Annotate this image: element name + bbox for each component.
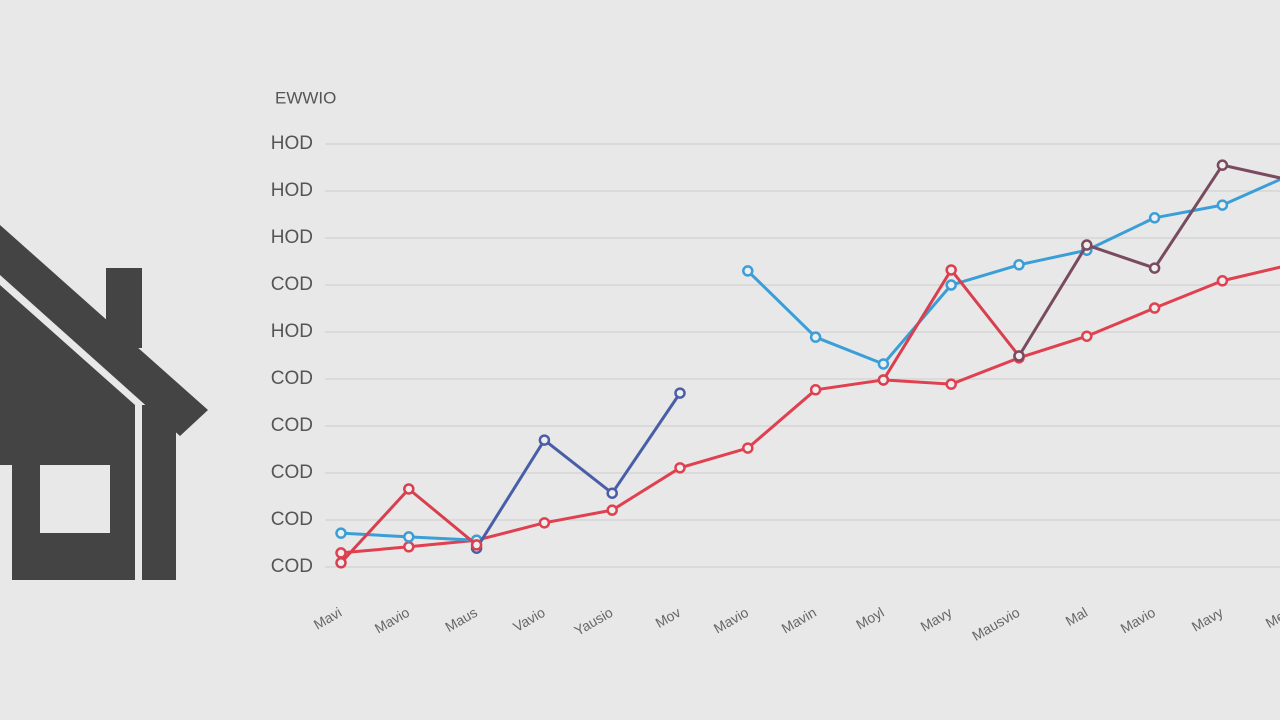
chart-title: EWWIO — [275, 88, 336, 107]
x-tick-label: Yausio — [571, 604, 615, 639]
x-tick-label: Mavin — [779, 604, 819, 637]
data-point — [403, 483, 415, 495]
y-tick-label: HOD — [271, 133, 313, 154]
data-point — [809, 384, 822, 396]
data-point — [1216, 275, 1229, 287]
x-tick-label: Mavi — [311, 604, 345, 633]
x-tick-label: Mavy — [1189, 604, 1226, 635]
series-line — [339, 268, 1021, 564]
chimney — [106, 268, 142, 348]
data-point — [606, 504, 618, 516]
data-point — [538, 517, 551, 529]
data-point — [945, 378, 957, 390]
data-point — [674, 387, 686, 399]
y-tick-label: COD — [271, 274, 313, 295]
data-point — [403, 531, 415, 543]
data-point — [335, 527, 347, 539]
data-point — [945, 279, 957, 291]
y-tick-label: COD — [271, 368, 313, 389]
data-point — [742, 442, 754, 454]
data-point — [403, 541, 415, 553]
data-point — [538, 434, 551, 446]
data-point — [1148, 302, 1161, 314]
series-line — [340, 265, 1280, 555]
x-tick-label: Maus — [442, 604, 480, 635]
data-point — [1081, 330, 1093, 342]
data-point — [335, 547, 347, 559]
x-tick-label: Mov — [652, 604, 683, 631]
data-point — [809, 331, 822, 343]
house-wall — [142, 405, 176, 580]
y-tick-label: COD — [271, 556, 313, 577]
data-point — [335, 557, 347, 569]
y-tick-label: COD — [271, 462, 313, 483]
x-tick-label: Mavy — [918, 604, 955, 635]
data-point — [1013, 350, 1025, 362]
roof — [0, 225, 208, 436]
series-line — [475, 392, 682, 549]
data-point — [877, 358, 890, 370]
door — [0, 465, 12, 580]
y-tick-label: HOD — [271, 227, 313, 248]
y-tick-label: HOD — [271, 321, 313, 342]
x-tick-label: Moyl — [853, 604, 887, 633]
x-tick-label: Mal — [1063, 604, 1091, 629]
series-line — [340, 177, 1280, 542]
window — [40, 465, 110, 533]
data-point — [1148, 212, 1161, 224]
data-point — [674, 462, 686, 474]
data-point — [1081, 239, 1093, 251]
data-point — [877, 374, 890, 386]
y-tick-label: COD — [271, 509, 313, 530]
y-tick-label: HOD — [271, 180, 313, 201]
data-point — [1216, 159, 1229, 171]
data-point — [606, 487, 618, 499]
data-point — [1148, 262, 1161, 274]
data-point — [1216, 199, 1229, 211]
x-tick-label: Vavio — [510, 604, 548, 635]
x-tick-label: Mausvio — [969, 604, 1022, 644]
series-line — [1017, 163, 1280, 357]
data-point — [945, 264, 957, 276]
data-point — [742, 265, 754, 277]
data-point — [470, 539, 483, 551]
y-tick-label: COD — [271, 415, 313, 436]
data-point — [1013, 259, 1025, 271]
x-tick-label: Mavio — [372, 604, 413, 637]
house-icon — [0, 225, 208, 580]
x-tick-label: Mavio — [711, 604, 752, 637]
x-tick-label: Mavio — [1118, 604, 1159, 637]
x-tick-label: Mev — [1263, 604, 1280, 631]
